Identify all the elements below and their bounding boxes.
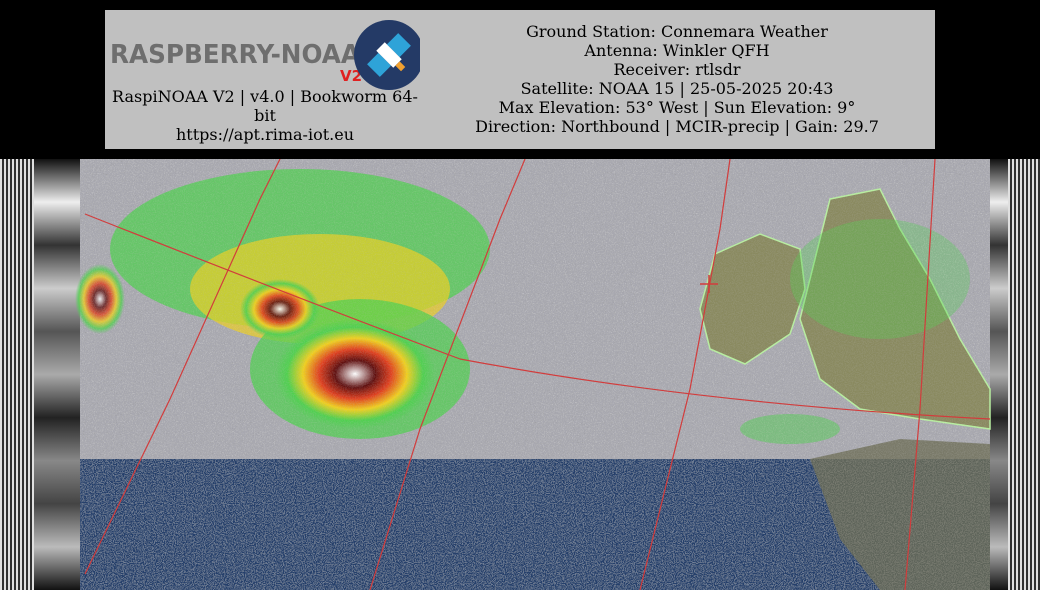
weather-image-area	[75, 159, 991, 590]
satellite-line: Satellite: NOAA 15 | 25-05-2025 20:43	[520, 79, 834, 98]
graticule-lines	[84, 159, 991, 590]
left-sync-strip	[0, 159, 34, 590]
raspberry-noaa-logo: RASPBERRY-NOAA V2	[110, 20, 420, 90]
left-telemetry-wedges	[34, 159, 80, 590]
receiver-line: Receiver: rtlsdr	[613, 60, 741, 79]
right-telemetry-wedges	[990, 159, 1008, 590]
software-info: RaspiNOAA V2 | v4.0 | Bookworm 64-bit ht…	[105, 87, 425, 144]
satellite-image	[0, 159, 1040, 590]
website-url: https://apt.rima-iot.eu	[175, 125, 354, 144]
info-header: RASPBERRY-NOAA V2 RaspiNOAA V2 | v4.0 | …	[105, 10, 935, 149]
satellite-icon	[354, 20, 420, 90]
logo-wordmark: RASPBERRY-NOAA	[110, 40, 360, 70]
logo-version-tag: V2	[340, 67, 362, 85]
direction-line: Direction: Northbound | MCIR-precip | Ga…	[475, 117, 879, 136]
pass-details: Ground Station: Connemara Weather Antenn…	[447, 22, 907, 136]
ground-station-line: Ground Station: Connemara Weather	[526, 22, 828, 41]
elevation-line: Max Elevation: 53° West | Sun Elevation:…	[498, 98, 856, 117]
station-marker	[700, 275, 718, 293]
antenna-line: Antenna: Winkler QFH	[584, 41, 770, 60]
software-version-line: RaspiNOAA V2 | v4.0 | Bookworm 64-bit	[112, 87, 418, 125]
right-sync-strip	[1008, 159, 1040, 590]
